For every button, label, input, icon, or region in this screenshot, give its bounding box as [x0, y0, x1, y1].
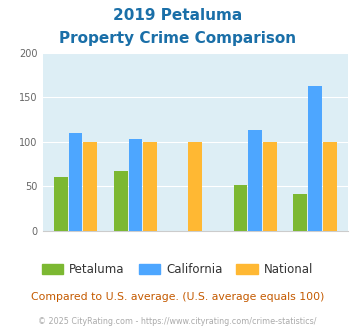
- Legend: Petaluma, California, National: Petaluma, California, National: [37, 258, 318, 281]
- Bar: [114, 171, 127, 231]
- Bar: [234, 185, 247, 231]
- Text: Property Crime Comparison: Property Crime Comparison: [59, 31, 296, 46]
- Bar: [294, 194, 307, 231]
- Bar: [308, 86, 322, 231]
- Bar: [54, 177, 68, 231]
- Bar: [83, 142, 97, 231]
- Bar: [248, 130, 262, 231]
- Text: 2019 Petaluma: 2019 Petaluma: [113, 8, 242, 23]
- Bar: [263, 142, 277, 231]
- Text: © 2025 CityRating.com - https://www.cityrating.com/crime-statistics/: © 2025 CityRating.com - https://www.city…: [38, 317, 317, 326]
- Text: Compared to U.S. average. (U.S. average equals 100): Compared to U.S. average. (U.S. average …: [31, 292, 324, 302]
- Bar: [143, 142, 157, 231]
- Bar: [189, 142, 202, 231]
- Bar: [129, 139, 142, 231]
- Bar: [69, 133, 82, 231]
- Bar: [323, 142, 337, 231]
